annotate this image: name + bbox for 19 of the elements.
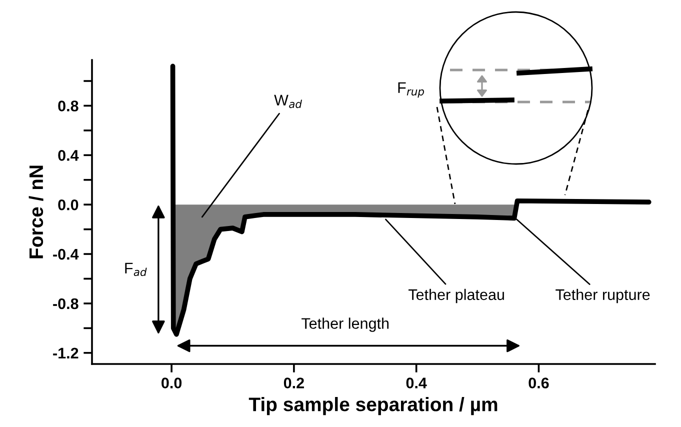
annotation: F$_{ad}$ <box>125 262 147 276</box>
y-tick-label: 0.0 <box>58 199 78 210</box>
y-tick-label: -0.4 <box>53 248 79 260</box>
annotation: F$_{rup}$ <box>398 82 424 98</box>
annotation: Tether plateau <box>408 288 504 304</box>
y-tick-label: 0.4 <box>58 150 79 161</box>
x-tick-label: 0.2 <box>284 378 304 388</box>
line-series <box>170 64 652 337</box>
x-tick-label: 0.0 <box>162 378 182 388</box>
y-tick-label: 0.8 <box>58 100 78 112</box>
annotation: Tether rupture <box>556 288 650 304</box>
y-tick-label: -1.2 <box>53 348 78 358</box>
annotation: W$_{ad}$ <box>274 94 302 108</box>
annotation: Tether length <box>302 318 389 332</box>
x-axis-title: Tip sample separation / µm <box>248 396 498 416</box>
x-tick-label: 0.4 <box>406 378 427 388</box>
y-axis-title: Force / nN <box>28 166 44 258</box>
x-tick-label: 0.6 <box>528 378 549 388</box>
y-tick-label: -0.8 <box>53 298 78 310</box>
